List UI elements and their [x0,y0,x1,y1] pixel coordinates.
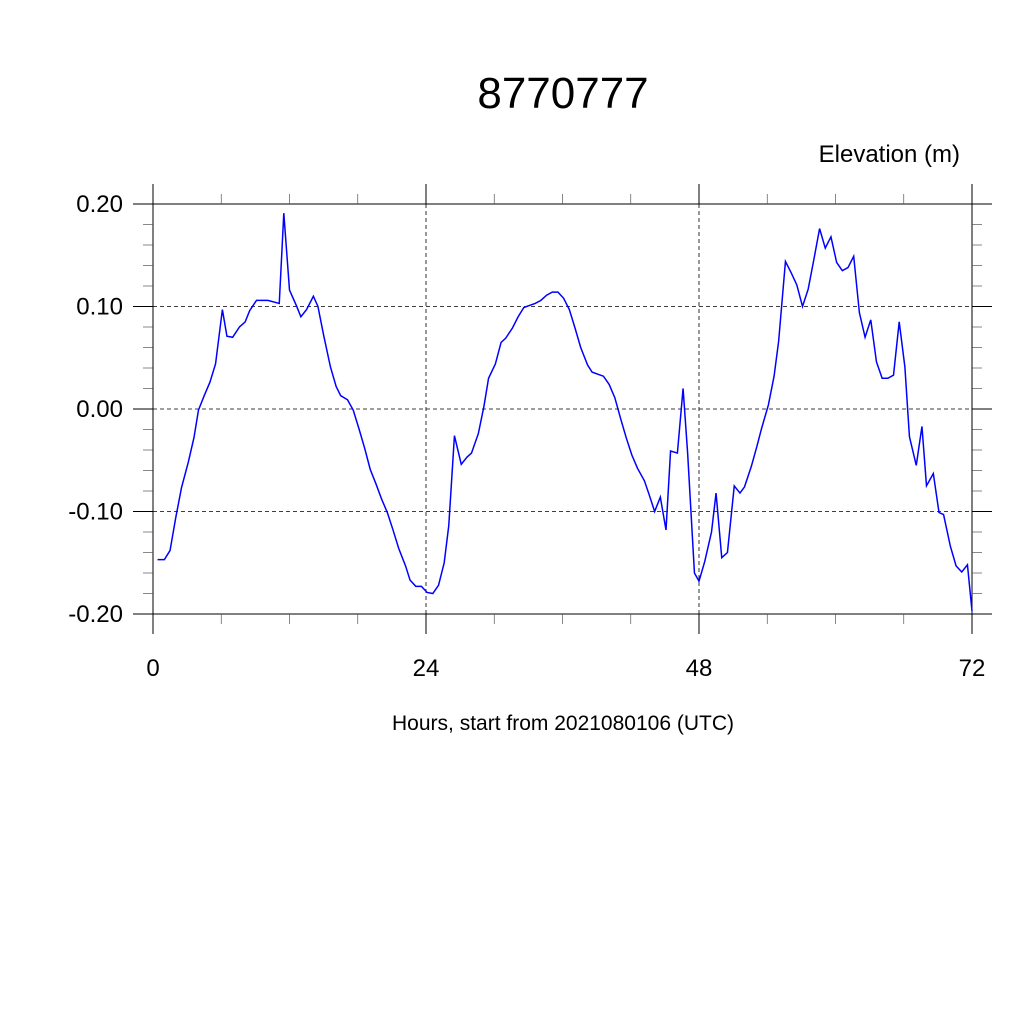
y-tick-label: -0.20 [68,601,123,628]
y-tick-label: 0.00 [76,396,123,423]
y-tick-label: 0.10 [76,294,123,321]
chart-title: 8770777 [477,69,648,118]
y-axis-label: Elevation (m) [819,141,960,168]
x-tick-label: 72 [959,655,986,682]
data-line [157,213,973,611]
y-tick-label: 0.20 [76,191,123,218]
y-tick-label: -0.10 [68,499,123,526]
x-tick-label: 0 [146,655,159,682]
x-tick-label: 24 [413,655,440,682]
x-axis-label: Hours, start from 2021080106 (UTC) [392,712,734,735]
x-tick-label: 48 [686,655,713,682]
